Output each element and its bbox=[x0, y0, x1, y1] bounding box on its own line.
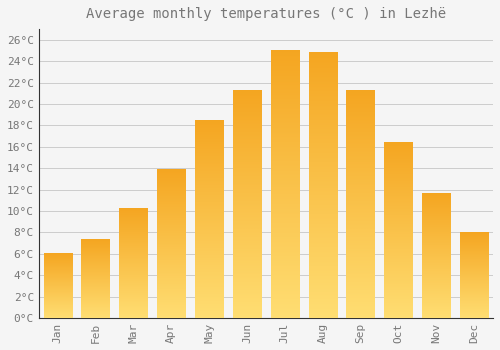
Title: Average monthly temperatures (°C ) in Lezhë: Average monthly temperatures (°C ) in Le… bbox=[86, 7, 446, 21]
